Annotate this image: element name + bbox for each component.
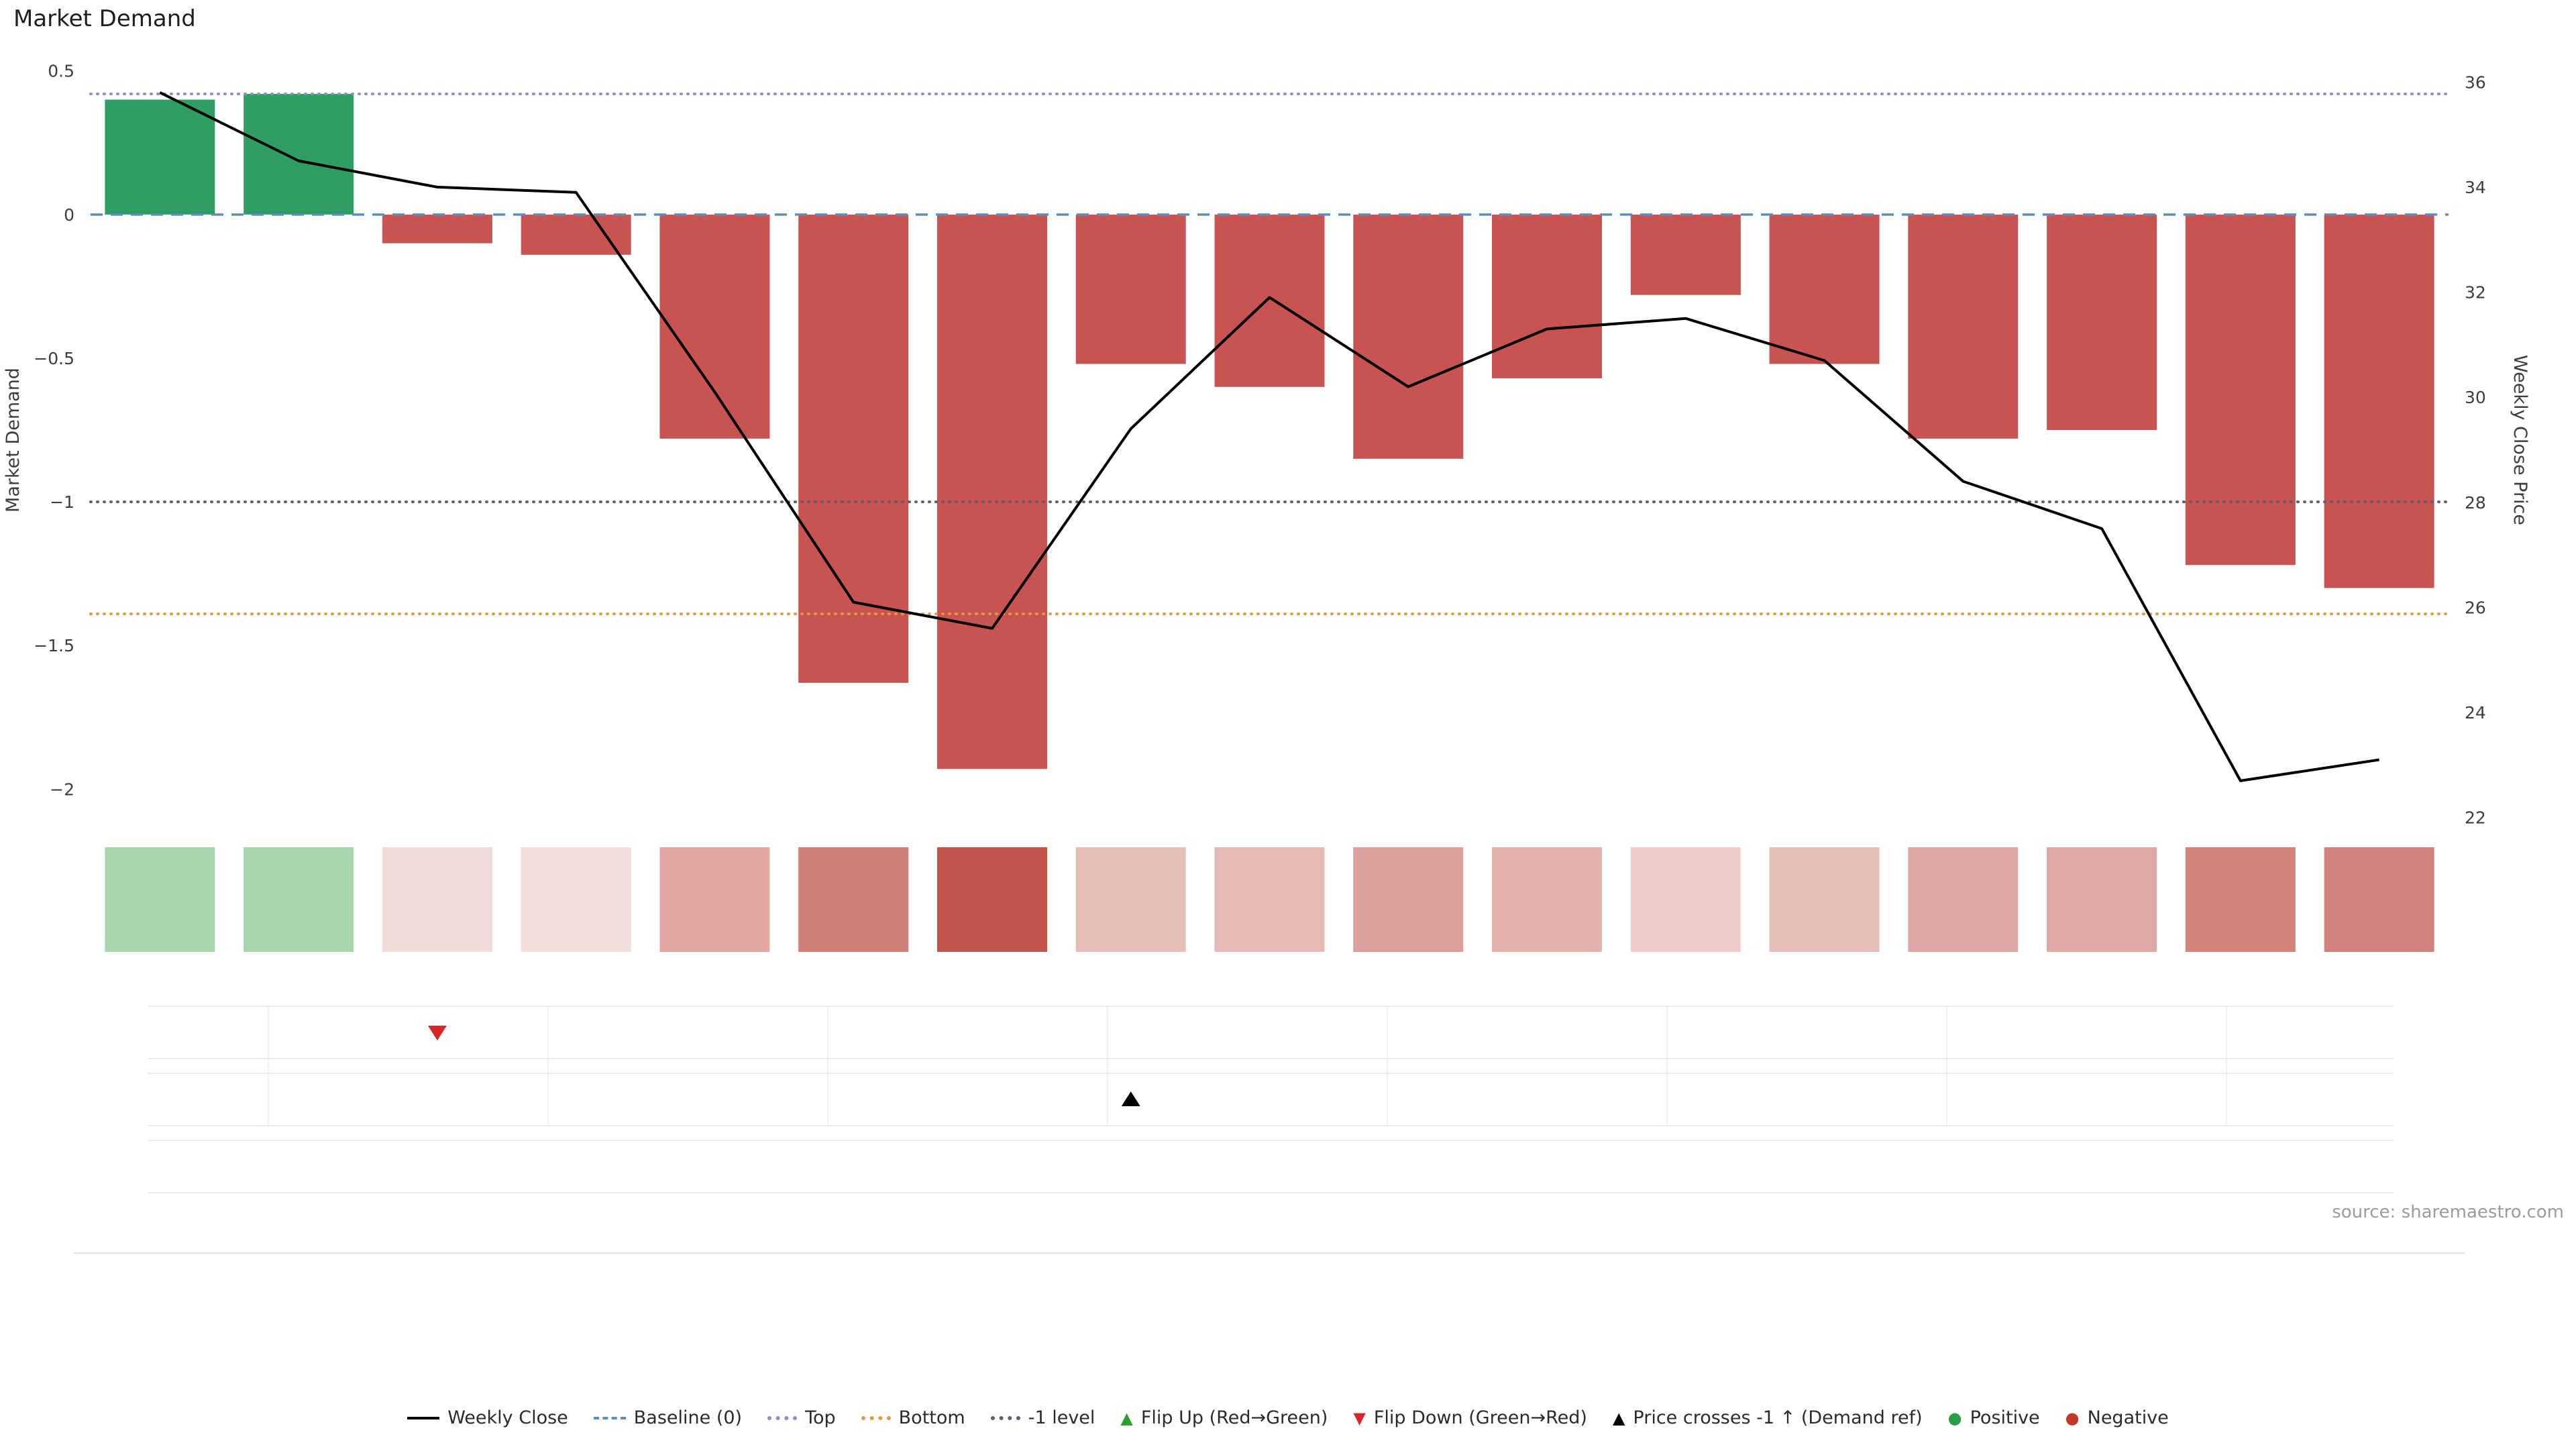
chart-legend: Weekly Close Baseline (0) Top Bottom -1 leve… (0, 1407, 2576, 1428)
heatmap-cell (659, 847, 770, 952)
left-axis-tick: 0 (64, 205, 74, 225)
right-axis-label: Weekly Close Price (2510, 355, 2530, 525)
right-axis-tick: 36 (2465, 72, 2486, 92)
left-axis-tick: 0.5 (48, 62, 74, 81)
legend-item-label: Positive (1970, 1407, 2040, 1428)
legend-item: ▲ Price crosses -1 ↑ (Demand ref) (1613, 1407, 1923, 1428)
demand-bar (244, 93, 354, 215)
heatmap-cell (244, 847, 354, 952)
chart-title: Market Demand (13, 5, 196, 32)
right-axis-tick: 30 (2465, 388, 2486, 407)
legend-item: Bottom (861, 1407, 965, 1428)
price-line (159, 91, 2379, 782)
demand-bar (2185, 214, 2296, 566)
legend-item-label: Flip Up (Red→Green) (1140, 1407, 1328, 1428)
left-axis-tick: −0.5 (34, 349, 74, 368)
heatmap-cell (1630, 847, 1741, 952)
demand-bar (2047, 214, 2157, 431)
legend-item-label: Price crosses -1 ↑ (Demand ref) (1633, 1407, 1923, 1428)
right-axis-tick: 32 (2465, 283, 2486, 303)
heatmap-cell (1769, 847, 1880, 952)
legend-item: ▲ Flip Up (Red→Green) (1120, 1407, 1328, 1428)
legend-item: ● Negative (2065, 1407, 2169, 1428)
heatmap-cell (2185, 847, 2296, 952)
demand-bar (1769, 214, 1880, 364)
heatmap-cell (1492, 847, 1603, 952)
heatmap-cell (1353, 847, 1464, 952)
demand-bar (382, 214, 492, 244)
legend-item: -1 level (990, 1407, 1095, 1428)
demand-bar (105, 99, 215, 215)
demand-bar (1353, 214, 1464, 459)
triangle-up-symbol-icon: ▲ (1612, 1408, 1625, 1428)
right-axis-tick: 24 (2465, 703, 2486, 722)
left-axis-tick: −1 (50, 492, 74, 512)
triangle-down-marker (427, 1026, 447, 1040)
left-axis-tick: −1.5 (34, 636, 74, 655)
source-note: source: sharemaestro.com (2332, 1202, 2564, 1222)
legend-item-label: Weekly Close (447, 1407, 568, 1428)
demand-bar (1075, 214, 1186, 364)
line-symbol-icon (407, 1416, 440, 1419)
dotted-symbol-icon (990, 1415, 1020, 1420)
right-axis-tick: 26 (2465, 598, 2486, 617)
legend-item-label: Baseline (0) (633, 1407, 743, 1428)
heatmap-cell (936, 847, 1047, 952)
heatmap-cell (382, 847, 492, 952)
legend-item-label: -1 level (1028, 1407, 1095, 1428)
dot-symbol-icon: ● (1947, 1408, 1962, 1428)
triangle-up-marker (1121, 1091, 1140, 1106)
demand-bar (2324, 214, 2434, 588)
demand-bar (1630, 214, 1741, 295)
heatmap-cell (1214, 847, 1325, 952)
demand-bar (936, 214, 1047, 769)
triangle-down-symbol-icon: ▼ (1353, 1408, 1366, 1428)
heatmap-cell (521, 847, 631, 952)
dot-symbol-icon: ● (2065, 1408, 2080, 1428)
demand-bar (659, 214, 770, 439)
dotted-symbol-icon (861, 1415, 891, 1420)
heatmap-cell (1075, 847, 1186, 952)
heatmap-cell (105, 847, 215, 952)
legend-item: ● Positive (1948, 1407, 2040, 1428)
right-axis-tick: 34 (2465, 178, 2486, 197)
left-axis-tick: −2 (50, 780, 74, 799)
legend-item: Baseline (0) (593, 1407, 743, 1428)
right-axis-tick: 28 (2465, 493, 2486, 513)
legend-item-label: Top (805, 1407, 836, 1428)
demand-bar (1214, 214, 1325, 387)
demand-bar (798, 214, 909, 683)
demand-bar (521, 214, 631, 255)
demand-bar (1908, 214, 2019, 439)
legend-item-label: Negative (2087, 1407, 2169, 1428)
heatmap-cell (798, 847, 909, 952)
heatmap-cell (2324, 847, 2434, 952)
left-axis-label: Market Demand (3, 368, 23, 513)
dotted-symbol-icon (767, 1415, 798, 1420)
legend-item-label: Flip Down (Green→Red) (1373, 1407, 1587, 1428)
demand-bar (1492, 214, 1603, 378)
legend-item-label: Bottom (898, 1407, 965, 1428)
legend-item: Weekly Close (407, 1407, 568, 1428)
dashed-symbol-icon (593, 1416, 626, 1419)
right-axis-tick: 22 (2465, 808, 2486, 828)
triangle-up-symbol-icon: ▲ (1120, 1408, 1133, 1428)
heatmap-cell (2047, 847, 2157, 952)
legend-item: Top (767, 1407, 836, 1428)
heatmap-cell (1908, 847, 2019, 952)
legend-item: ▼ Flip Down (Green→Red) (1353, 1407, 1587, 1428)
